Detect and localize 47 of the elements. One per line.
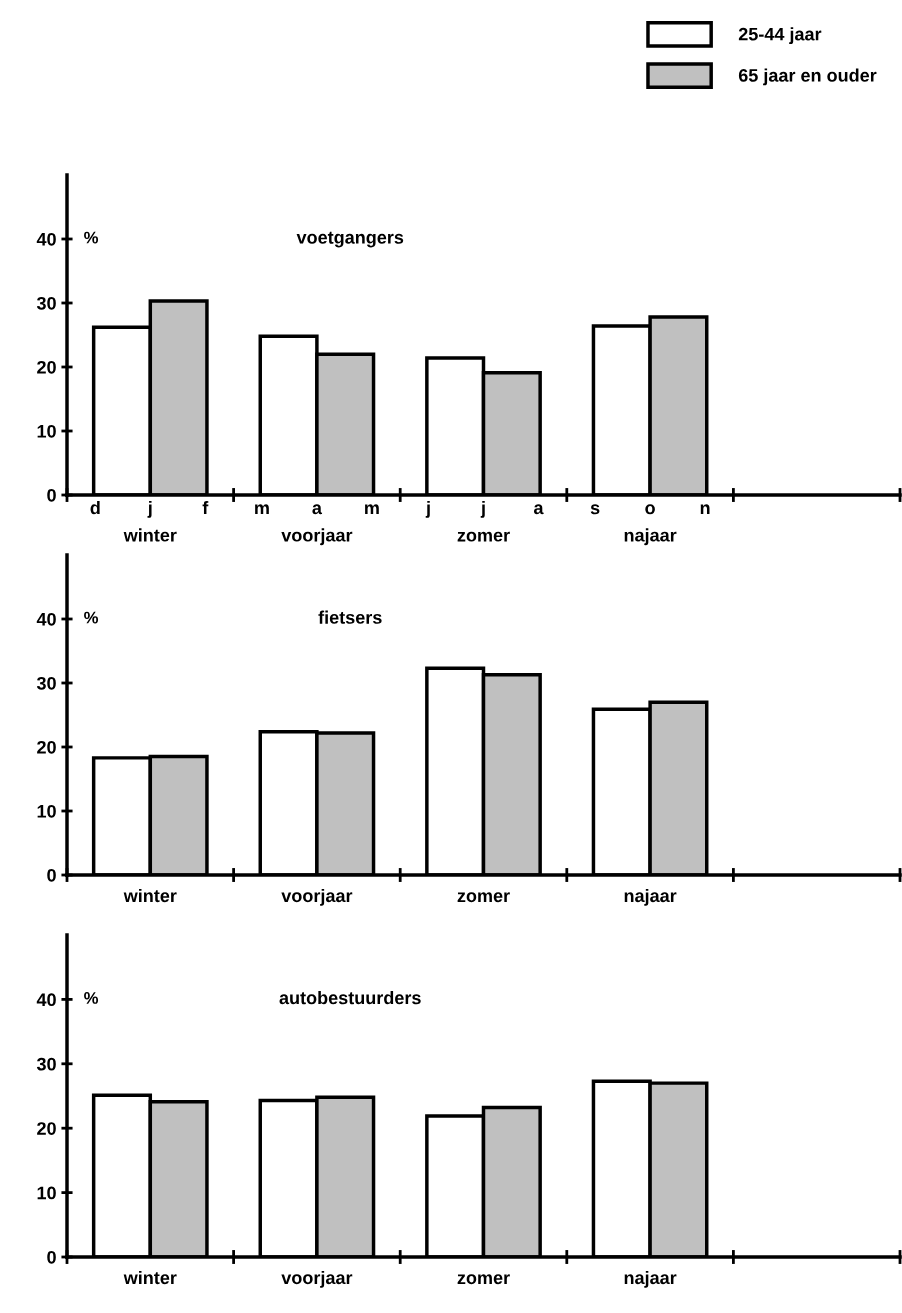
- text: j: [147, 500, 152, 518]
- y-tick-label: 20: [37, 360, 56, 374]
- x-tick-label: najaar: [624, 1270, 677, 1288]
- x-tick-label: voorjaar: [281, 1270, 353, 1288]
- x-tick-label: winter: [123, 528, 177, 542]
- text: j: [480, 500, 485, 518]
- x-tick-label: najaar: [624, 528, 677, 546]
- x-tick-label: najaar: [624, 888, 677, 906]
- y-tick-label: 10: [37, 424, 56, 438]
- text: m: [255, 504, 269, 515]
- y-tick-label: 0: [47, 868, 56, 882]
- text: d: [90, 500, 100, 515]
- text: o: [645, 504, 655, 515]
- text: voetgangers: [296, 231, 404, 248]
- y-tick-label: 20: [37, 1122, 56, 1135]
- y-axis-title: %: [84, 992, 99, 1004]
- x-tick-label: winter: [123, 888, 177, 903]
- text: s: [590, 504, 600, 515]
- x-tick-label: zomer: [457, 892, 510, 903]
- text: m: [365, 504, 379, 515]
- text: j: [425, 500, 430, 518]
- text: autobestuurders: [279, 990, 421, 1005]
- y-tick-label: 10: [37, 1186, 56, 1200]
- y-tick-label: 30: [36, 676, 56, 690]
- y-tick-label: 30: [36, 1057, 56, 1071]
- text: a: [312, 504, 323, 515]
- x-tick-label: zomer: [457, 1274, 510, 1285]
- y-tick-label: 30: [36, 296, 56, 310]
- x-tick-label: zomer: [457, 531, 510, 542]
- text: fietsers: [318, 610, 382, 624]
- x-tick-label: winter: [123, 1270, 177, 1285]
- y-axis-title: %: [84, 611, 99, 624]
- text: a: [533, 504, 544, 515]
- text: f: [202, 500, 209, 515]
- y-tick-label: 0: [47, 1250, 56, 1264]
- y-axis-title: %: [84, 231, 99, 244]
- y-tick-label: 10: [37, 804, 56, 818]
- y-tick-label: 40: [36, 232, 56, 246]
- y-tick-label: 40: [36, 993, 56, 1007]
- legend-label: 25-44 jaar: [738, 27, 822, 45]
- text: n: [700, 504, 710, 515]
- x-tick-label: voorjaar: [281, 888, 353, 906]
- x-tick-label: voorjaar: [281, 528, 353, 546]
- legend-label: 65 jaar en ouder: [738, 68, 877, 86]
- y-tick-label: 0: [47, 488, 56, 502]
- y-tick-label: 40: [36, 612, 56, 626]
- y-tick-label: 20: [37, 740, 56, 754]
